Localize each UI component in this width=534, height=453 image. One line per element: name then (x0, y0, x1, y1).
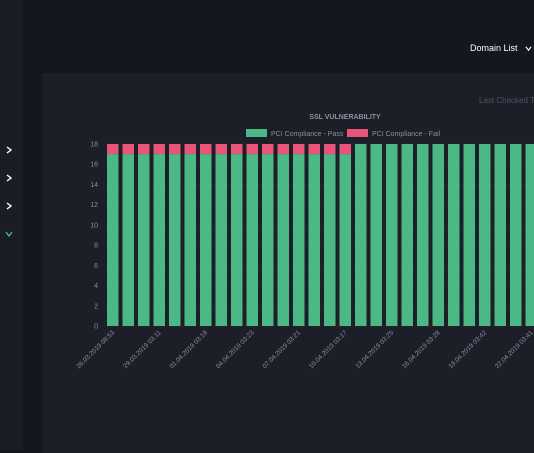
bar-fail (293, 144, 305, 154)
bar-fail (324, 144, 336, 154)
legend-swatch (347, 129, 368, 137)
legend-label: PCI Compliance - Fail (372, 131, 441, 138)
legend-swatch (246, 129, 267, 137)
x-tick-label: 19.04.2019 03:42 (447, 329, 488, 370)
bar-fail (200, 144, 212, 154)
x-tick-label: 13.04.2019 03:25 (354, 329, 395, 370)
y-tick-label: 14 (90, 182, 98, 189)
bar-pass (324, 154, 336, 326)
bar-pass (417, 144, 429, 326)
y-tick-label: 4 (94, 283, 98, 290)
x-tick-label: 22.04.2019 03:41 (494, 329, 534, 370)
y-tick-label: 12 (90, 202, 98, 209)
bar-fail (262, 144, 274, 154)
bar-fail (123, 144, 135, 154)
bar-pass (200, 154, 212, 326)
chart-legend: PCI Compliance - Pass PCI Compliance - Fa… (246, 129, 441, 138)
y-tick-label: 8 (94, 243, 98, 250)
bar-pass (293, 154, 305, 326)
bar-pass (185, 154, 197, 326)
bar-pass (433, 144, 445, 326)
bar-pass (278, 154, 290, 326)
bar-pass (526, 144, 534, 326)
y-tick-label: 2 (94, 303, 98, 310)
bar-fail (154, 144, 166, 154)
bar-pass (216, 154, 228, 326)
x-tick-label: 26.03.2019 08:53 (75, 329, 116, 370)
y-tick-label: 18 (90, 142, 98, 149)
bar-fail (185, 144, 197, 154)
bar-pass (464, 144, 476, 326)
y-tick-label: 16 (90, 162, 98, 169)
bar-pass (309, 154, 321, 326)
bar-pass (231, 154, 243, 326)
bar-pass (247, 154, 259, 326)
bar-pass (386, 144, 398, 326)
y-axis: 0 2 4 6 8 10 12 14 16 18 (90, 142, 98, 331)
bar-pass (510, 144, 522, 326)
bar-fail (309, 144, 321, 154)
x-tick-label: 04.04.2019 03:23 (215, 329, 256, 370)
bar-pass (495, 144, 507, 326)
bar-fail (340, 144, 352, 154)
bar-pass (402, 144, 414, 326)
bar-pass (340, 154, 352, 326)
bar-pass (371, 144, 383, 326)
bar-pass (154, 154, 166, 326)
chart-title: SSL VULNERABILITY (309, 114, 381, 121)
bar-fail (169, 144, 181, 154)
bar-pass (262, 154, 274, 326)
y-tick-label: 10 (90, 222, 98, 229)
bar-pass (169, 154, 181, 326)
x-tick-label: 10.04.2019 03:17 (308, 329, 349, 370)
bar-fail (231, 144, 243, 154)
bar-pass (138, 154, 150, 326)
x-tick-label: 16.04.2019 03:28 (401, 329, 442, 370)
x-tick-label: 29.03.2019 03:11 (122, 329, 163, 370)
bar-pass (355, 144, 367, 326)
bar-pass (107, 154, 119, 326)
legend-label: PCI Compliance - Pass (271, 131, 344, 138)
bar-fail (278, 144, 290, 154)
bar-fail (216, 144, 228, 154)
y-tick-label: 0 (94, 324, 98, 331)
chart-bars (107, 144, 534, 326)
bar-fail (138, 144, 150, 154)
bar-pass (479, 144, 491, 326)
bar-pass (123, 154, 135, 326)
bar-fail (107, 144, 119, 154)
x-tick-label: 01.04.2019 03:18 (168, 329, 209, 370)
bar-fail (247, 144, 259, 154)
y-tick-label: 6 (94, 263, 98, 270)
bar-pass (448, 144, 460, 326)
x-tick-label: 07.04.2019 03:21 (261, 329, 302, 370)
